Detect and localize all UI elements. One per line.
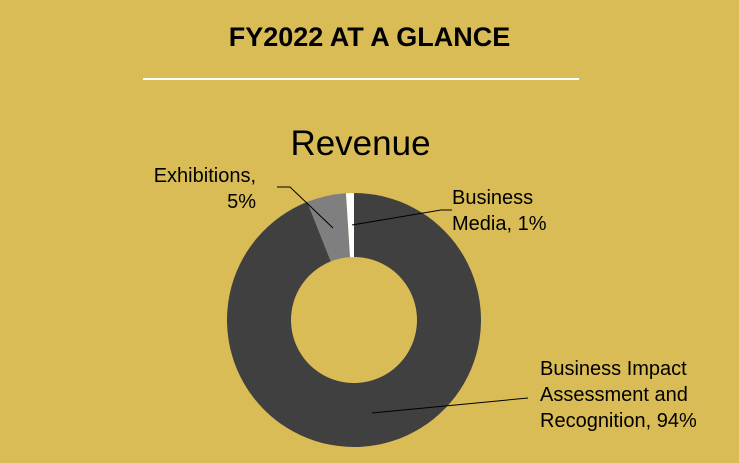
slice-business-impact [226, 193, 481, 448]
chart-title: Revenue [290, 124, 431, 163]
leader-line-business-media [351, 209, 452, 226]
data-label-exhibitions: Exhibitions, 5% [153, 165, 256, 213]
leader-line-exhibitions [277, 186, 334, 229]
slice-exhibitions [307, 193, 351, 262]
leader-line-business-impact [371, 397, 529, 414]
data-label-business-impact: Business Impact Assessment and Recogniti… [540, 358, 697, 432]
data-label-business-media: Business Media, 1% [452, 187, 547, 235]
page-title: FY2022 AT A GLANCE [228, 22, 511, 52]
slice-business-media [346, 193, 354, 258]
title-divider [143, 78, 579, 80]
